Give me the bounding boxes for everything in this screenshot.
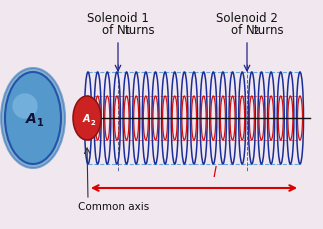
- Text: Common axis: Common axis: [78, 202, 149, 212]
- Text: Solenoid 2: Solenoid 2: [216, 12, 278, 25]
- Text: of N: of N: [102, 24, 126, 37]
- Text: turns: turns: [254, 24, 284, 37]
- Text: turns: turns: [125, 24, 155, 37]
- Ellipse shape: [73, 96, 101, 140]
- Text: of N: of N: [231, 24, 255, 37]
- Text: 1: 1: [36, 118, 43, 128]
- Ellipse shape: [1, 68, 65, 168]
- Text: l: l: [212, 166, 216, 180]
- Text: A: A: [26, 112, 36, 126]
- Text: 2: 2: [253, 27, 259, 36]
- Text: A: A: [82, 114, 90, 124]
- Text: 2: 2: [91, 120, 95, 126]
- Ellipse shape: [12, 93, 37, 119]
- Text: Solenoid 1: Solenoid 1: [87, 12, 149, 25]
- Ellipse shape: [5, 72, 61, 164]
- Text: 1: 1: [124, 27, 130, 36]
